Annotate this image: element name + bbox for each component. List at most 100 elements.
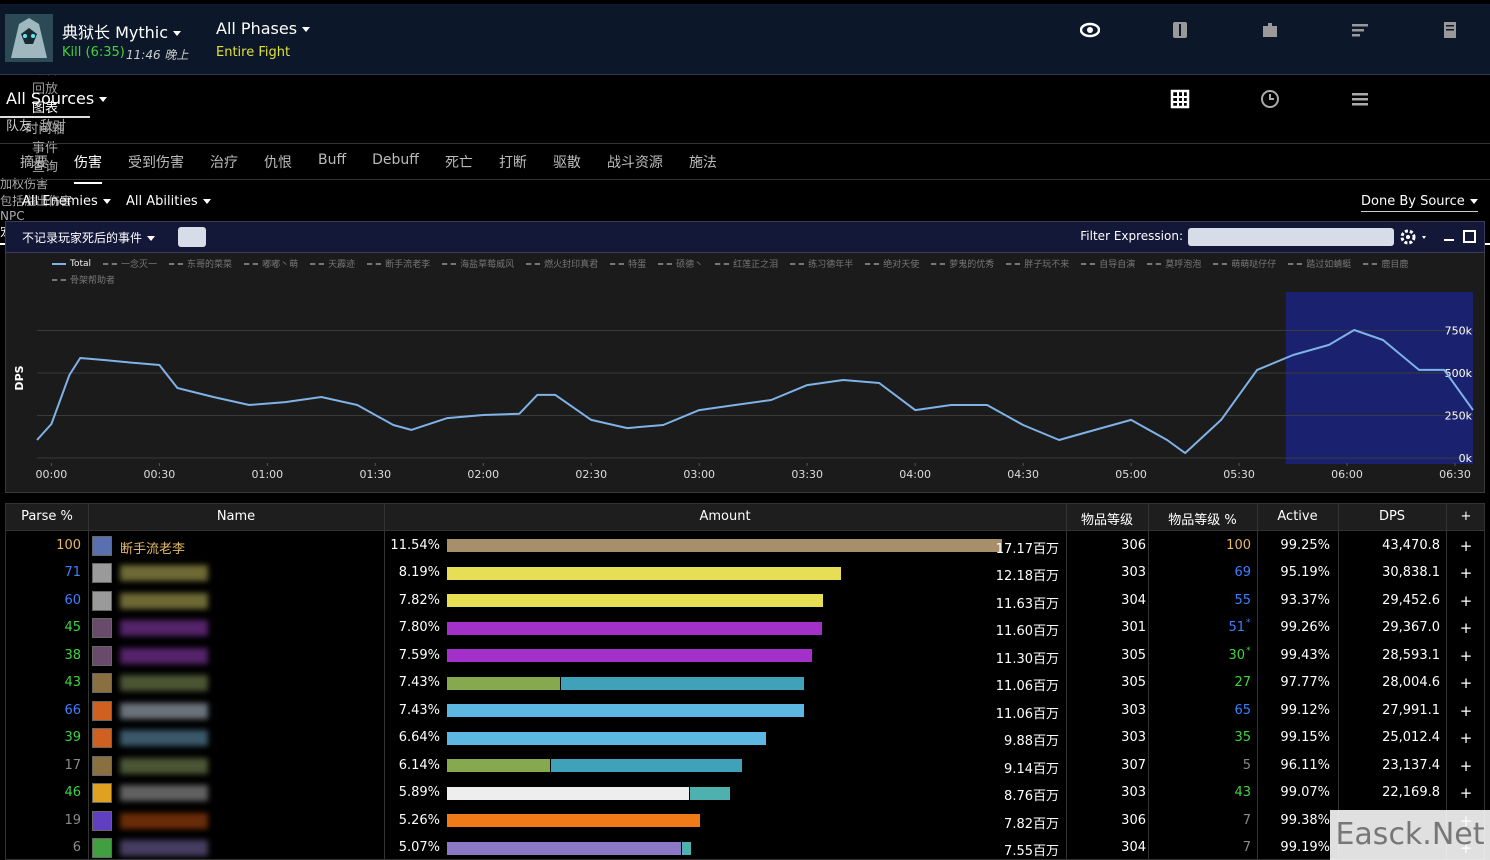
- column-header[interactable]: Amount: [699, 509, 751, 524]
- item-level-pct: 5: [1242, 757, 1251, 773]
- player-name-blur: [120, 785, 208, 801]
- percent: 7.43%: [398, 675, 440, 690]
- legend-label: Total: [70, 258, 92, 269]
- view-item[interactable]: 时间轴: [25, 122, 65, 137]
- item-level-note: *: [1246, 618, 1251, 628]
- legend-swatch: [790, 262, 805, 265]
- expand-button[interactable]: +: [1459, 646, 1473, 665]
- tab[interactable]: 打断: [498, 155, 527, 171]
- watermark: Easck.Net: [1330, 810, 1490, 860]
- tab[interactable]: 战斗资源: [606, 155, 663, 171]
- sources-select[interactable]: All Sources: [6, 89, 107, 108]
- item-level: 303: [1121, 702, 1146, 718]
- x-tick-label: 06:30: [1439, 468, 1471, 481]
- filter-toggle[interactable]: NPC: [0, 209, 25, 223]
- filter-toggle[interactable]: 加权伤害: [0, 177, 49, 191]
- column-header[interactable]: Active: [1277, 509, 1318, 524]
- tab[interactable]: 治疗: [210, 155, 238, 171]
- dps: 30,838.1: [1382, 565, 1440, 580]
- active-time: 99.07%: [1280, 785, 1330, 800]
- legend-item: 鹿目鹿: [1363, 257, 1408, 270]
- amount-bar: [447, 814, 700, 827]
- mode-select[interactable]: Done By Source: [1361, 194, 1478, 212]
- legend-swatch: [610, 262, 625, 265]
- expand-button[interactable]: +: [1459, 729, 1473, 747]
- tab[interactable]: Buff: [318, 152, 347, 168]
- column-header[interactable]: 物品等级: [1080, 513, 1133, 528]
- table-header-bg: [6, 504, 1484, 531]
- amount-bar: [447, 676, 561, 690]
- parse: 39: [64, 730, 81, 745]
- source-filter[interactable]: 敌对: [40, 119, 67, 134]
- tab[interactable]: 摘要: [20, 155, 48, 171]
- phase-select[interactable]: All Phases: [216, 19, 310, 38]
- column-header[interactable]: DPS: [1378, 509, 1406, 524]
- tab[interactable]: 施法: [688, 155, 717, 171]
- tab[interactable]: 死亡: [444, 155, 473, 171]
- item-level-note: *: [1246, 645, 1251, 656]
- column-header[interactable]: Parse %: [21, 509, 73, 524]
- abilities-select[interactable]: All Abilities: [126, 194, 211, 209]
- view-item[interactable]: 事件: [31, 141, 58, 156]
- percent: 6.14%: [398, 757, 440, 773]
- legend-label: 嘟嘟丶萌: [262, 260, 299, 270]
- enemies-select[interactable]: All Enemies: [22, 194, 111, 209]
- percent: 11.54%: [390, 537, 440, 553]
- amount: 11.63百万: [995, 596, 1059, 612]
- nav-icon: [1447, 93, 1453, 99]
- parse: 60: [64, 592, 81, 608]
- view-item[interactable]: 查询: [31, 160, 58, 175]
- parse: 46: [64, 785, 81, 800]
- item-level: 306: [1121, 812, 1146, 828]
- legend-swatch: [715, 262, 730, 265]
- percent: 5.89%: [398, 785, 440, 800]
- expand-button[interactable]: +: [1459, 591, 1473, 610]
- x-tick-label: 05:00: [1115, 468, 1147, 481]
- player-name-blur: [120, 620, 208, 636]
- dps: 22,169.8: [1382, 785, 1440, 800]
- nav-icon: [1173, 22, 1187, 38]
- expand-button[interactable]: +: [1459, 536, 1473, 555]
- divider: [0, 143, 1490, 144]
- tab[interactable]: 受到伤害: [128, 155, 184, 171]
- chart-controls[interactable]: [1400, 227, 1480, 247]
- amount-bar: [447, 594, 824, 607]
- column-header[interactable]: Name: [216, 509, 256, 524]
- filter-input[interactable]: [1188, 228, 1394, 246]
- x-tick-label: 02:00: [467, 468, 499, 481]
- expand-button[interactable]: +: [1459, 619, 1473, 637]
- death-option[interactable]: 不记录玩家死后的事件: [22, 229, 155, 246]
- column-header[interactable]: +: [1460, 509, 1472, 524]
- legend-item: 断手流老李: [367, 257, 430, 270]
- column-divider: [1148, 504, 1149, 859]
- expand-button[interactable]: +: [1459, 674, 1473, 692]
- column-header[interactable]: 物品等级 %: [1168, 513, 1237, 528]
- toggle-box[interactable]: [178, 227, 206, 247]
- expand-button[interactable]: +: [1459, 784, 1473, 802]
- amount-bar: [447, 759, 550, 772]
- tab[interactable]: Debuff: [372, 152, 419, 168]
- tab[interactable]: 仇恨: [264, 155, 292, 171]
- expand-button[interactable]: +: [1459, 756, 1473, 775]
- tab[interactable]: 伤害: [74, 152, 102, 184]
- legend-label: 燃火封印真君: [544, 260, 599, 270]
- legend-item: 骨架帮助者: [52, 273, 115, 286]
- legend-item: 天霹迹: [310, 257, 355, 270]
- item-level: 305: [1121, 675, 1146, 690]
- class-icon: [92, 810, 112, 831]
- tab[interactable]: 驱散: [552, 155, 581, 171]
- legend-item: 胖子玩不来: [1006, 257, 1069, 270]
- class-icon: [92, 590, 112, 611]
- legend-item: 嘟嘟丶萌: [244, 257, 298, 270]
- item-level-pct: 100: [1226, 537, 1251, 553]
- nav-icon: [1263, 23, 1277, 37]
- expand-button[interactable]: +: [1459, 564, 1473, 582]
- legend-item: 踏过如蜻蜓: [1288, 257, 1351, 270]
- column-divider: [384, 504, 385, 859]
- legend-label: 练习德年半: [808, 260, 854, 270]
- source-filter[interactable]: 队友: [6, 119, 33, 134]
- boss-name[interactable]: 典狱长 Mythic: [62, 19, 181, 43]
- expand-button[interactable]: +: [1459, 701, 1473, 720]
- legend-label: 断手流老李: [385, 260, 431, 270]
- amount-bar: [447, 704, 805, 717]
